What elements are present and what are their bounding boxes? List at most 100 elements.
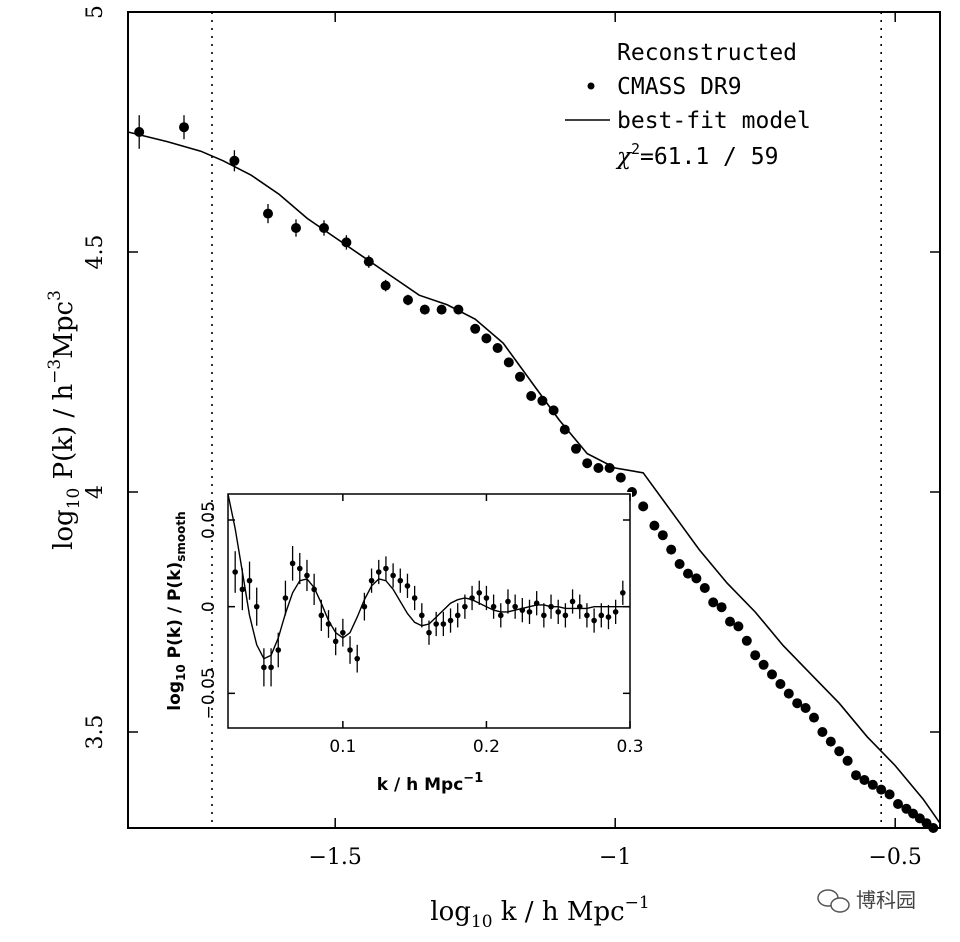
data-point bbox=[311, 586, 317, 593]
data-point bbox=[453, 304, 464, 315]
data-point bbox=[469, 595, 475, 601]
data-point bbox=[537, 395, 548, 406]
x-tick-label: 0.3 bbox=[616, 737, 643, 757]
data-point bbox=[363, 256, 374, 267]
data-point bbox=[239, 586, 246, 593]
inset-plot-frame bbox=[227, 493, 631, 729]
data-point bbox=[375, 569, 382, 575]
data-point bbox=[411, 595, 418, 601]
data-point bbox=[876, 784, 887, 795]
data-point bbox=[512, 603, 518, 610]
data-point bbox=[426, 629, 432, 636]
legend: Reconstructed CMASS DR9 best-fit model χ… bbox=[565, 40, 811, 170]
watermark: 博科园 bbox=[817, 888, 916, 913]
data-point bbox=[867, 779, 878, 790]
data-point bbox=[470, 323, 481, 334]
data-point bbox=[261, 664, 267, 671]
data-point bbox=[800, 703, 811, 713]
data-point bbox=[134, 127, 145, 137]
legend-point-marker bbox=[587, 82, 595, 90]
data-point bbox=[291, 223, 301, 233]
legend-title: Reconstructed bbox=[617, 40, 797, 66]
data-point bbox=[893, 799, 903, 809]
data-point bbox=[380, 280, 391, 291]
data-point bbox=[708, 597, 719, 608]
legend-line-label: best-fit model bbox=[617, 108, 811, 134]
data-point bbox=[354, 655, 361, 662]
data-point bbox=[476, 590, 483, 596]
data-point bbox=[454, 612, 461, 619]
data-point bbox=[851, 770, 861, 781]
main-plot-frame bbox=[127, 11, 941, 829]
data-point bbox=[268, 664, 274, 671]
data-point bbox=[179, 122, 189, 133]
legend-chi2: χ2=61.1 / 59 bbox=[615, 140, 778, 170]
data-point bbox=[884, 789, 895, 800]
data-point bbox=[505, 598, 511, 605]
data-point bbox=[296, 565, 303, 572]
data-point bbox=[419, 304, 430, 315]
data-point bbox=[497, 612, 504, 619]
data-point bbox=[263, 208, 273, 219]
data-point bbox=[403, 295, 413, 305]
x-tick-label: −1 bbox=[599, 845, 631, 870]
data-point bbox=[404, 583, 411, 589]
data-point bbox=[767, 669, 777, 680]
y-tick-label: 5 bbox=[83, 5, 108, 19]
data-point bbox=[548, 603, 554, 610]
data-point bbox=[275, 647, 282, 653]
data-point bbox=[741, 635, 752, 646]
data-point bbox=[462, 603, 468, 610]
data-point bbox=[825, 736, 836, 747]
main-ticks: −1.5 −1 −0.5 3.5 4 4.5 5 bbox=[83, 5, 940, 870]
data-point bbox=[519, 607, 526, 613]
y-tick-label: −0.05 bbox=[199, 667, 219, 719]
data-point bbox=[612, 609, 619, 615]
data-point bbox=[232, 569, 238, 575]
data-point bbox=[809, 712, 819, 723]
data-point bbox=[750, 650, 761, 661]
data-point bbox=[674, 559, 685, 569]
data-point bbox=[390, 572, 396, 579]
data-point bbox=[733, 621, 744, 632]
data-point bbox=[526, 391, 537, 401]
data-point bbox=[515, 371, 525, 382]
main-y-axis-label: log10 P(k) / h−3Mpc3 bbox=[45, 290, 84, 550]
data-point bbox=[526, 609, 533, 615]
data-point bbox=[593, 463, 604, 473]
main-vlines bbox=[211, 12, 883, 828]
data-point bbox=[361, 603, 368, 610]
data-point bbox=[615, 472, 626, 483]
data-point bbox=[490, 603, 497, 610]
y-tick-label: 0.05 bbox=[199, 501, 219, 539]
data-point bbox=[440, 621, 447, 627]
data-point bbox=[368, 577, 375, 584]
data-point bbox=[541, 612, 547, 619]
inset-background bbox=[222, 492, 632, 730]
data-point bbox=[817, 727, 828, 737]
data-point bbox=[758, 659, 769, 670]
y-tick-label: 4.5 bbox=[83, 235, 108, 270]
x-tick-label: 0.2 bbox=[473, 737, 500, 757]
data-point bbox=[481, 333, 492, 344]
data-point bbox=[859, 775, 870, 785]
data-point bbox=[562, 612, 569, 619]
data-point bbox=[604, 463, 615, 473]
data-point bbox=[318, 612, 325, 619]
data-point bbox=[928, 823, 939, 833]
data-point bbox=[699, 583, 710, 593]
data-point bbox=[319, 223, 329, 233]
data-point bbox=[419, 612, 425, 619]
main-x-axis-label: log10 k / h Mpc−1 bbox=[430, 893, 649, 932]
data-point bbox=[775, 679, 786, 689]
data-point bbox=[620, 590, 626, 596]
data-point bbox=[792, 698, 803, 709]
data-point bbox=[341, 237, 352, 248]
inset-x-axis-label: k / h Mpc−1 bbox=[377, 771, 484, 795]
data-point bbox=[436, 304, 447, 315]
x-tick-label: 0.1 bbox=[329, 737, 356, 757]
data-point bbox=[576, 603, 583, 610]
legend-points-label: CMASS DR9 bbox=[617, 74, 742, 100]
data-point bbox=[325, 621, 332, 627]
